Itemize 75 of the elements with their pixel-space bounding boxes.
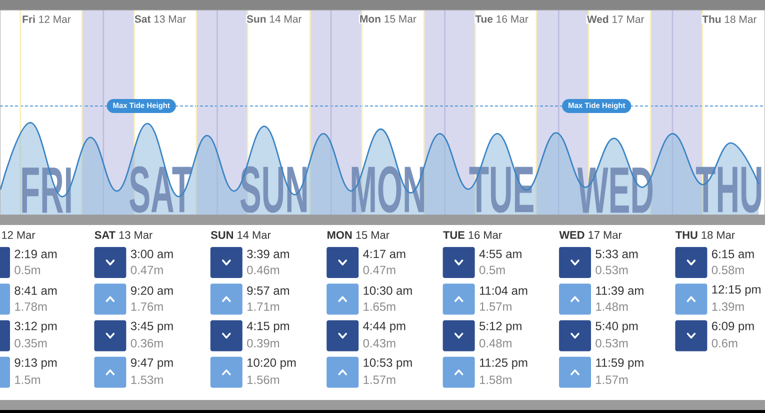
text: THU 18 Mar: [676, 231, 735, 239]
text: 0.35m: [14, 338, 47, 348]
text: 1.56m: [248, 376, 280, 384]
text: 1.48m: [596, 302, 628, 311]
text: 1.57m: [480, 302, 512, 311]
text: 0.47m: [130, 266, 163, 274]
x-tick-label: Wed 17 Mar: [586, 15, 644, 23]
text: 3:39 am: [247, 250, 289, 258]
annotation: SAT: [130, 166, 192, 213]
text: 1.57m: [596, 376, 628, 384]
text: 0.58m: [712, 266, 744, 274]
text: 10:30 am: [364, 286, 412, 295]
text: 3:12 pm: [14, 322, 57, 333]
x-tick-label: Fri 12 Mar: [22, 15, 71, 23]
text: 11:25 pm: [480, 358, 528, 370]
text: 1.53m: [131, 376, 163, 384]
text: 12:15 pm: [712, 285, 760, 296]
x-tick-label: Mon 15 Mar: [360, 15, 416, 23]
text: SAT 13 Mar: [94, 231, 152, 239]
text: 10:53 pm: [364, 358, 412, 370]
text: SUN 14 Mar: [210, 231, 271, 239]
x-tick-label: Tue 16 Mar: [475, 15, 528, 23]
text: 3:45 pm: [130, 322, 173, 333]
annotation: MON: [352, 166, 424, 213]
annotation: FRI: [22, 168, 71, 213]
text: 9:57 am: [247, 286, 289, 295]
text: 0.5m: [14, 266, 40, 274]
text: 11:04 am: [480, 286, 528, 295]
text: 0.39m: [247, 338, 280, 348]
annotation: TUE: [469, 166, 534, 213]
text: 9:13 pm: [14, 358, 57, 370]
text: 4:44 pm: [363, 322, 406, 333]
text: 2:19 am: [14, 250, 57, 258]
text: 0.5m: [479, 266, 505, 274]
x-tick-label: Sun 14 Mar: [246, 15, 302, 23]
x-tick-label: Thu 18 Mar: [702, 15, 757, 23]
text: 1.65m: [364, 302, 396, 311]
text: 5:12 pm: [479, 322, 522, 333]
annotation: SUN: [240, 166, 307, 213]
text: 3:00 am: [130, 250, 173, 258]
text: 0.46m: [247, 266, 280, 274]
text: 0.36m: [130, 338, 163, 348]
text: 9:47 pm: [130, 358, 173, 370]
text: 0.6m: [712, 338, 738, 348]
text: 9:20 am: [130, 286, 173, 295]
text: MON 15 Mar: [328, 231, 390, 239]
text: TUE 16 Mar: [443, 231, 502, 239]
text: 1.57m: [364, 376, 396, 384]
text: 6:09 pm: [712, 322, 754, 333]
text: 1.71m: [248, 302, 280, 311]
x-tick-label: Sat 13 Mar: [134, 15, 186, 23]
text: 4:55 am: [479, 250, 522, 258]
text: 5:40 pm: [596, 322, 638, 333]
text: 0.53m: [596, 266, 628, 274]
text: 0.48m: [479, 338, 512, 348]
text: 0.47m: [363, 266, 396, 274]
text: 1.58m: [480, 376, 512, 384]
annotation: WED: [577, 168, 653, 213]
text: 1.76m: [131, 302, 163, 311]
text: 1.39m: [712, 302, 744, 311]
text: 1.5m: [15, 376, 40, 384]
text: 12 Mar: [2, 231, 36, 239]
text: WED 17 Mar: [559, 231, 622, 239]
text: 4:17 am: [363, 250, 406, 258]
text: 10:20 pm: [248, 358, 296, 370]
text: 0.53m: [596, 338, 628, 348]
text: 11:59 pm: [596, 358, 644, 370]
text: 0.43m: [363, 338, 396, 348]
text: 8:41 am: [14, 286, 57, 295]
text: 6:15 am: [712, 250, 754, 258]
text: 11:39 am: [596, 286, 644, 295]
text: 1.78m: [15, 302, 47, 311]
text: 4:15 pm: [246, 322, 289, 333]
text: 5:33 am: [596, 250, 638, 258]
annotation: THU: [696, 166, 762, 213]
